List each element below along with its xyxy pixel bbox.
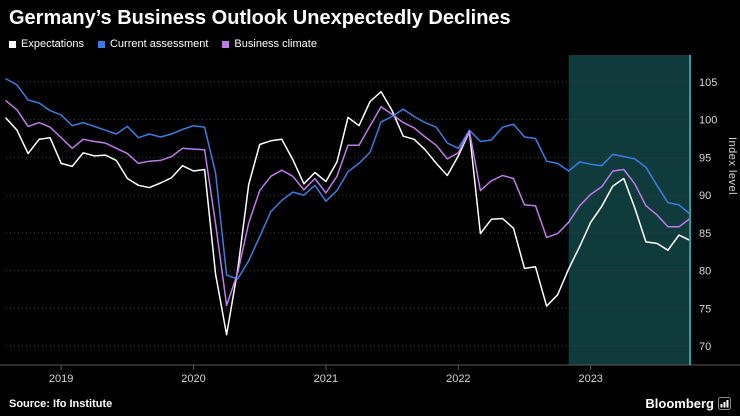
svg-text:105: 105 bbox=[699, 77, 717, 89]
chart-canvas: 70 75 80 85 90 95 100 105 2019 2020 2021 2022 2023 bbox=[0, 55, 740, 385]
svg-text:80: 80 bbox=[699, 266, 711, 278]
legend-item-expectations: Expectations bbox=[9, 38, 84, 50]
legend-label: Business climate bbox=[234, 38, 317, 50]
svg-text:95: 95 bbox=[699, 152, 711, 164]
business-climate-swatch-icon bbox=[222, 40, 230, 48]
page-title: Germany’s Business Outlook Unexpectedly … bbox=[9, 7, 511, 29]
y-axis-label: Index level bbox=[726, 137, 738, 196]
bloomberg-wordmark: Bloomberg bbox=[645, 396, 714, 411]
svg-text:2022: 2022 bbox=[446, 373, 470, 385]
svg-text:70: 70 bbox=[699, 341, 711, 353]
svg-text:2023: 2023 bbox=[578, 373, 602, 385]
svg-text:2019: 2019 bbox=[49, 373, 73, 385]
chart-area: 70 75 80 85 90 95 100 105 2019 2020 2021 2022 2023 I… bbox=[0, 53, 740, 393]
svg-text:90: 90 bbox=[699, 190, 711, 202]
svg-text:2020: 2020 bbox=[181, 373, 205, 385]
svg-text:75: 75 bbox=[699, 303, 711, 315]
chart-legend: Expectations Current assessment Business… bbox=[0, 32, 740, 53]
bloomberg-brand: Bloomberg bbox=[645, 396, 731, 411]
chart-footer: Source: Ifo Institute Bloomberg bbox=[0, 393, 740, 411]
legend-item-business-climate: Business climate bbox=[222, 38, 317, 50]
current-assessment-swatch-icon bbox=[97, 40, 105, 48]
bloomberg-chart-icon bbox=[718, 397, 731, 410]
source-text: Source: Ifo Institute bbox=[9, 397, 113, 410]
svg-text:85: 85 bbox=[699, 228, 711, 240]
svg-text:100: 100 bbox=[699, 115, 717, 127]
expectations-swatch-icon bbox=[9, 40, 16, 48]
legend-item-current-assessment: Current assessment bbox=[97, 38, 209, 50]
legend-label: Expectations bbox=[21, 38, 84, 50]
svg-text:2021: 2021 bbox=[314, 373, 338, 385]
legend-label: Current assessment bbox=[109, 38, 209, 50]
